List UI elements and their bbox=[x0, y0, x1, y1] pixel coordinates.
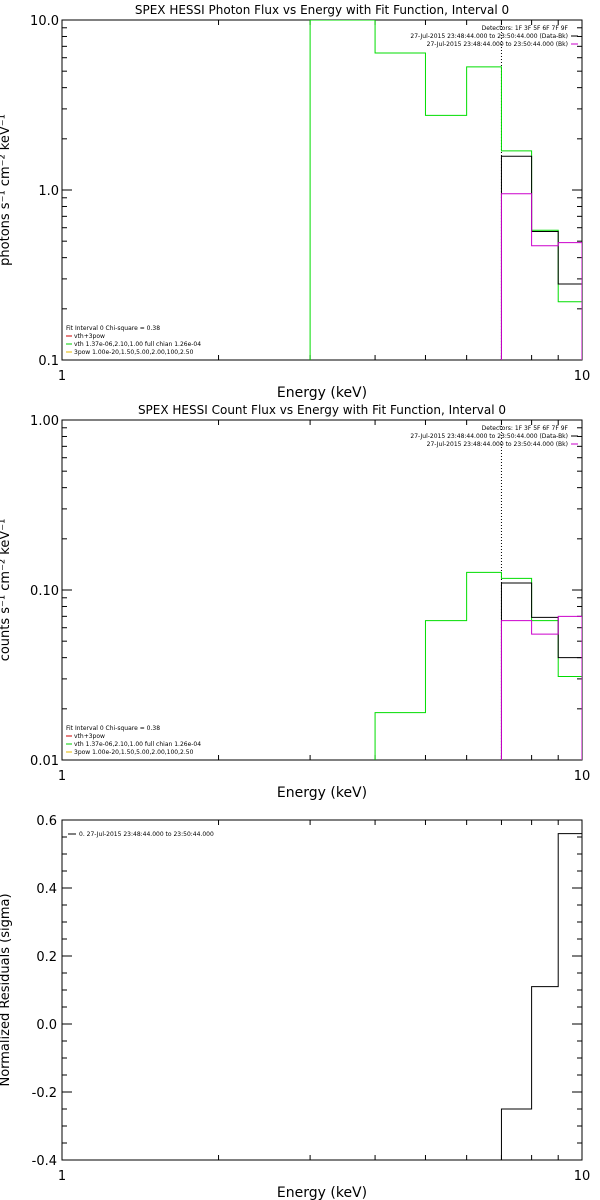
legend-entry: Fit Interval 0 Chi-square = 0.38 bbox=[66, 325, 160, 332]
x-tick-label: 10 bbox=[574, 369, 591, 384]
y-tick-label: 0.6 bbox=[36, 814, 57, 829]
y-tick-label: 0.2 bbox=[36, 950, 57, 965]
series-line-1 bbox=[500, 582, 582, 760]
y-tick-label: -0.2 bbox=[32, 1086, 57, 1101]
x-tick-label: 1 bbox=[58, 369, 66, 384]
plot-frame bbox=[61, 419, 583, 761]
series-line-0 bbox=[309, 20, 582, 360]
y-tick-label: 0.0 bbox=[36, 1018, 57, 1033]
legend-entry: 0. 27-Jul-2015 23:48:44.000 to 23:50:44.… bbox=[79, 831, 214, 838]
series-line-0 bbox=[374, 571, 582, 760]
y-tick-label: 0.1 bbox=[38, 354, 59, 369]
series-line-2 bbox=[500, 193, 582, 360]
legend-entry: 3pow 1.00e-20,1.50,5.00,2.00,100,2.50 bbox=[74, 349, 194, 356]
legend: Detectors: 1F 3F 5F 6F 7F 9F27-Jul-2015 … bbox=[66, 425, 578, 756]
legend-entry: vth+3pow bbox=[74, 333, 105, 340]
data-series-group bbox=[500, 833, 582, 1160]
y-axis-label: Normalized Residuals (sigma) bbox=[0, 893, 13, 1086]
chart-title: SPEX HESSI Photon Flux vs Energy with Fi… bbox=[135, 3, 509, 17]
legend-entry: Detectors: 1F 3F 5F 6F 7F 9F bbox=[482, 25, 569, 32]
y-tick-label: 0.10 bbox=[30, 584, 59, 599]
y-tick-label: 1.00 bbox=[30, 414, 59, 429]
x-axis-label: Energy (keV) bbox=[277, 1185, 367, 1200]
y-axis-label: photons s⁻¹ cm⁻² keV⁻¹ bbox=[0, 114, 13, 266]
x-tick-label: 1 bbox=[58, 1169, 66, 1184]
series-line-2 bbox=[500, 615, 582, 760]
chart-title: SPEX HESSI Count Flux vs Energy with Fit… bbox=[138, 403, 506, 417]
legend: Detectors: 1F 3F 5F 6F 7F 9F27-Jul-2015 … bbox=[66, 25, 578, 356]
x-axis-label: Energy (keV) bbox=[277, 385, 367, 401]
y-tick-label: -0.4 bbox=[32, 1154, 57, 1169]
series-line-1 bbox=[500, 155, 582, 360]
legend-entry: 27-Jul-2015 23:48:44.000 to 23:50:44.000… bbox=[427, 41, 568, 48]
legend-entry: vth 1.37e-06,2.10,1.00 full chian 1.26e-… bbox=[74, 741, 201, 748]
data-series-group bbox=[309, 20, 582, 360]
legend: 0. 27-Jul-2015 23:48:44.000 to 23:50:44.… bbox=[68, 831, 214, 838]
chart-panel-0: 1 10 0.1 1.0 10.0 SPEX HESSI Photon Flux vs E… bbox=[0, 3, 590, 401]
legend-entry: vth 1.37e-06,2.10,1.00 full chian 1.26e-… bbox=[74, 341, 201, 348]
legend-entry: vth+3pow bbox=[74, 733, 105, 740]
axis-ticks bbox=[61, 819, 583, 1161]
y-tick-label: 10.0 bbox=[30, 14, 59, 29]
axis-ticks bbox=[61, 419, 583, 761]
legend-entry: Detectors: 1F 3F 5F 6F 7F 9F bbox=[482, 425, 569, 432]
axis-ticks bbox=[61, 19, 583, 361]
series-line-0 bbox=[500, 833, 582, 1160]
x-tick-label: 1 bbox=[58, 769, 66, 784]
y-tick-label: 0.4 bbox=[36, 882, 57, 897]
legend-entry: 27-Jul-2015 23:48:44.000 to 23:50:44.000… bbox=[410, 433, 568, 440]
legend-entry: 27-Jul-2015 23:48:44.000 to 23:50:44.000… bbox=[427, 441, 568, 448]
data-series-group bbox=[374, 420, 582, 760]
plot-frame bbox=[61, 19, 583, 361]
y-tick-label: 1.0 bbox=[38, 184, 59, 199]
chart-panel-2: 1 10 -0.4 -0.2 0.0 0.2 0.4 0.6 Energy (keV) Norma… bbox=[0, 814, 590, 1200]
x-tick-label: 10 bbox=[574, 1169, 591, 1184]
legend-entry: 3pow 1.00e-20,1.50,5.00,2.00,100,2.50 bbox=[74, 749, 194, 756]
legend-entry: 27-Jul-2015 23:48:44.000 to 23:50:44.000… bbox=[410, 33, 568, 40]
y-tick-label: 0.01 bbox=[30, 754, 59, 769]
legend-entry: Fit Interval 0 Chi-square = 0.38 bbox=[66, 725, 160, 732]
y-axis-label: counts s⁻¹ cm⁻² keV⁻¹ bbox=[0, 519, 13, 662]
x-tick-label: 10 bbox=[574, 769, 591, 784]
x-axis-label: Energy (keV) bbox=[277, 785, 367, 801]
chart-panel-1: 1 10 0.01 0.10 1.00 SPEX HESSI Count Flux vs … bbox=[0, 403, 590, 801]
